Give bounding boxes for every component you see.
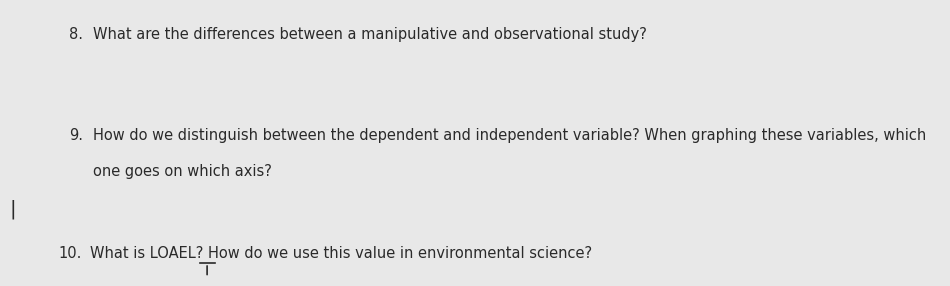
Text: What are the differences between a manipulative and observational study?: What are the differences between a manip… bbox=[93, 27, 647, 42]
Text: 9.: 9. bbox=[69, 128, 84, 143]
Text: |: | bbox=[10, 199, 16, 219]
Text: 8.: 8. bbox=[69, 27, 84, 42]
Text: What is LOAEL? How do we use this value in environmental science?: What is LOAEL? How do we use this value … bbox=[90, 246, 593, 261]
Text: How do we distinguish between the dependent and independent variable? When graph: How do we distinguish between the depend… bbox=[93, 128, 926, 143]
Text: one goes on which axis?: one goes on which axis? bbox=[93, 164, 272, 179]
Text: 10.: 10. bbox=[58, 246, 82, 261]
